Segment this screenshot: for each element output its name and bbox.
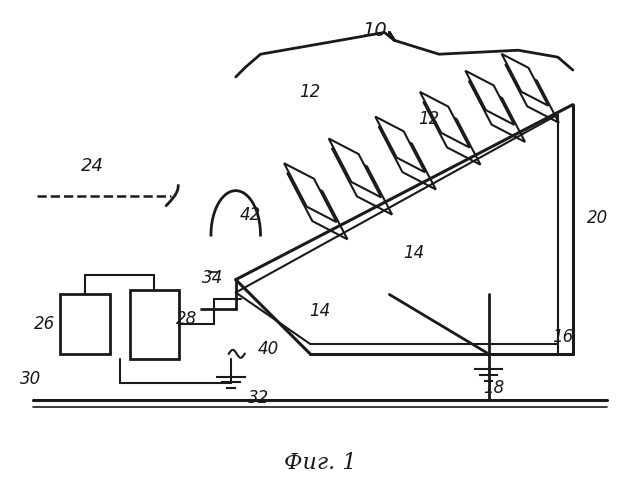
Text: 14: 14 [309,302,331,320]
Polygon shape [468,81,525,142]
Text: 24: 24 [81,157,104,175]
Text: 14: 14 [404,244,425,262]
Text: 18: 18 [483,379,504,398]
Polygon shape [465,71,515,125]
Polygon shape [420,92,470,148]
Text: 28: 28 [175,310,196,328]
Bar [130,290,179,359]
Polygon shape [332,148,392,215]
Polygon shape [284,163,337,222]
Bar [60,295,110,354]
Text: 30: 30 [20,370,41,388]
Text: 12: 12 [300,83,321,101]
Text: Фиг. 1: Фиг. 1 [284,452,356,474]
Text: 26: 26 [34,315,55,333]
Polygon shape [379,126,436,189]
Text: 12: 12 [419,110,440,128]
Text: 34: 34 [202,269,223,287]
Polygon shape [502,54,548,106]
Text: 40: 40 [258,340,279,358]
Polygon shape [329,139,381,197]
Polygon shape [505,64,559,123]
Text: 10: 10 [362,21,387,40]
Polygon shape [375,117,425,172]
Text: 42: 42 [240,206,261,224]
Text: 16: 16 [552,328,573,346]
Text: 32: 32 [248,389,269,408]
Polygon shape [423,102,481,165]
Text: 20: 20 [587,209,608,227]
Polygon shape [287,173,348,240]
